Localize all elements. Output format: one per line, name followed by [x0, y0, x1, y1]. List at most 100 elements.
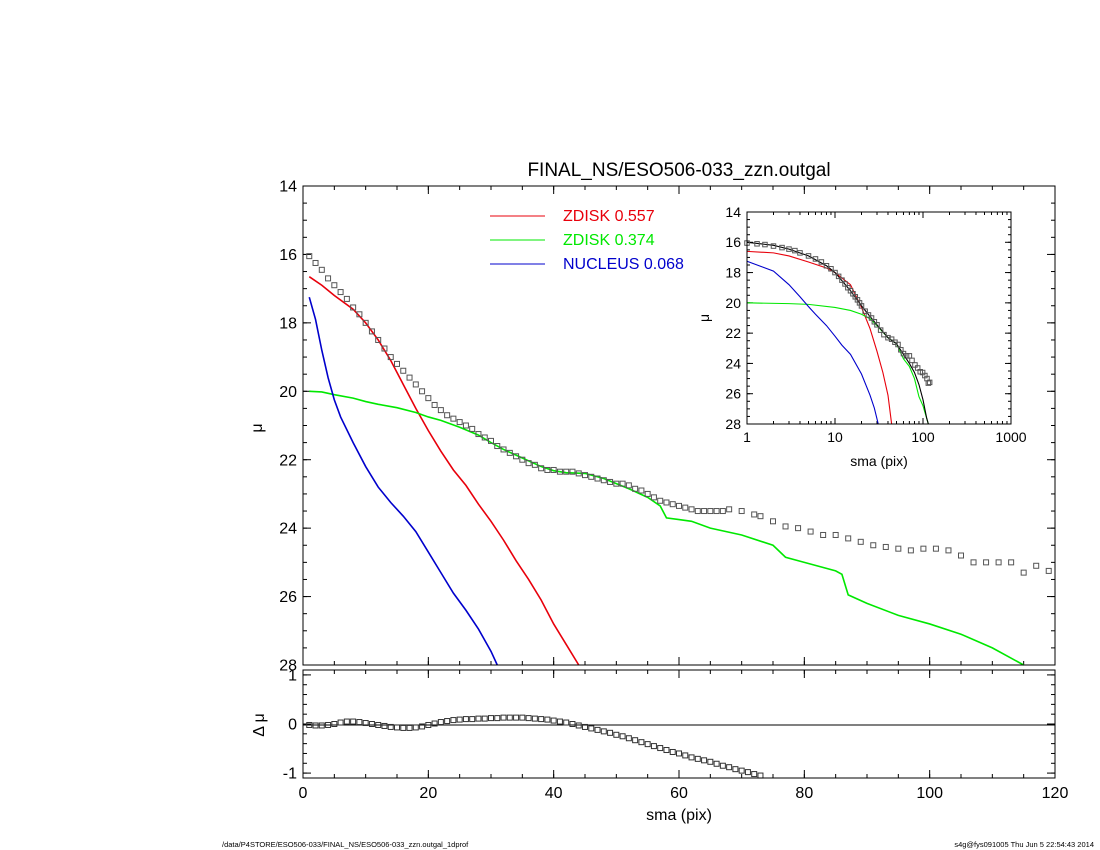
data-point — [903, 353, 910, 359]
data-point — [318, 266, 325, 273]
data-point — [738, 767, 745, 774]
data-point — [525, 460, 532, 467]
data-point — [550, 717, 557, 724]
data-point — [538, 716, 545, 723]
data-point — [600, 728, 607, 735]
data-point — [762, 241, 768, 248]
data-point — [387, 723, 394, 730]
data-point — [563, 468, 570, 475]
data-point — [907, 547, 914, 554]
data-point — [312, 722, 319, 729]
x-tick-label: 1 — [743, 429, 751, 445]
data-point — [368, 721, 375, 727]
data-point — [381, 345, 388, 352]
data-point — [688, 754, 695, 761]
x-tick-label: 80 — [795, 785, 813, 802]
series-line-0 — [308, 276, 580, 666]
data-point — [792, 247, 798, 254]
data-point — [874, 322, 880, 328]
data-point — [525, 715, 532, 722]
y-tick-label: 22 — [279, 452, 297, 469]
data-point — [450, 415, 457, 422]
data-point — [437, 719, 444, 726]
data-point — [544, 716, 551, 723]
data-point — [381, 722, 388, 729]
y-tick-label: 14 — [725, 204, 741, 220]
main-ylabel: μ — [249, 423, 266, 432]
data-point — [726, 764, 733, 771]
data-point — [839, 277, 845, 283]
y-tick-label: 18 — [279, 315, 297, 332]
inset-series — [744, 240, 933, 425]
data-point — [835, 273, 842, 280]
data-point — [632, 737, 639, 744]
data-point — [632, 485, 639, 492]
data-point — [932, 545, 939, 552]
data-point — [650, 494, 657, 501]
data-point — [494, 443, 501, 450]
series-line-2 — [746, 260, 879, 425]
main-frame — [302, 185, 1056, 666]
data-point — [607, 478, 614, 485]
data-point — [1033, 562, 1040, 569]
y-tick-label: 28 — [725, 416, 741, 432]
data-point — [462, 422, 469, 429]
data-point — [694, 508, 701, 515]
data-point — [531, 715, 538, 722]
data-point — [688, 506, 695, 513]
data-point — [544, 466, 551, 473]
data-point — [356, 719, 363, 726]
data-point — [394, 360, 400, 367]
data-point — [719, 762, 726, 769]
data-point — [500, 446, 507, 453]
data-point — [812, 256, 819, 262]
data-point — [807, 528, 814, 535]
data-point — [657, 497, 664, 504]
data-point — [795, 525, 802, 532]
x-tick-label: 60 — [670, 785, 688, 802]
data-point — [356, 311, 363, 318]
data-point — [1045, 567, 1052, 574]
data-point — [412, 724, 419, 731]
data-point — [638, 487, 645, 494]
data-point — [797, 250, 803, 256]
data-point — [406, 724, 413, 731]
main-series — [306, 253, 1052, 666]
inset-xlabel: sma (pix) — [850, 453, 908, 469]
data-point — [782, 523, 789, 530]
y-tick-label: 20 — [279, 384, 297, 401]
data-point — [613, 731, 620, 738]
data-point — [701, 508, 708, 515]
series-line-0 — [746, 250, 893, 425]
x-tick-label: 10 — [827, 429, 843, 445]
data-point — [738, 508, 745, 515]
data-point — [779, 244, 785, 251]
y-tick-label: 26 — [279, 589, 297, 606]
data-point — [663, 747, 670, 754]
data-point — [970, 559, 977, 566]
data-point — [331, 721, 338, 727]
residual-series — [306, 714, 764, 779]
data-point — [481, 434, 488, 441]
data-point — [682, 504, 689, 511]
data-point — [362, 319, 369, 326]
data-point — [958, 552, 964, 559]
y-tick-label: 18 — [725, 264, 741, 280]
inset-frame — [746, 211, 1012, 425]
main-panel: FINAL_NS/ESO506-033_zzn.outgal 14 16 18 20 2… — [249, 160, 1056, 675]
data-point — [713, 760, 720, 767]
data-point — [925, 380, 932, 386]
data-point — [563, 719, 570, 726]
data-point — [569, 721, 576, 727]
data-point — [513, 453, 520, 460]
data-point — [920, 545, 927, 552]
data-point — [926, 379, 933, 386]
data-point — [650, 743, 657, 750]
data-point — [337, 289, 344, 296]
data-point — [350, 718, 357, 725]
main-ticks: 14 16 18 20 22 24 26 28 — [279, 179, 1056, 675]
data-point — [306, 253, 313, 260]
data-point — [594, 726, 601, 733]
